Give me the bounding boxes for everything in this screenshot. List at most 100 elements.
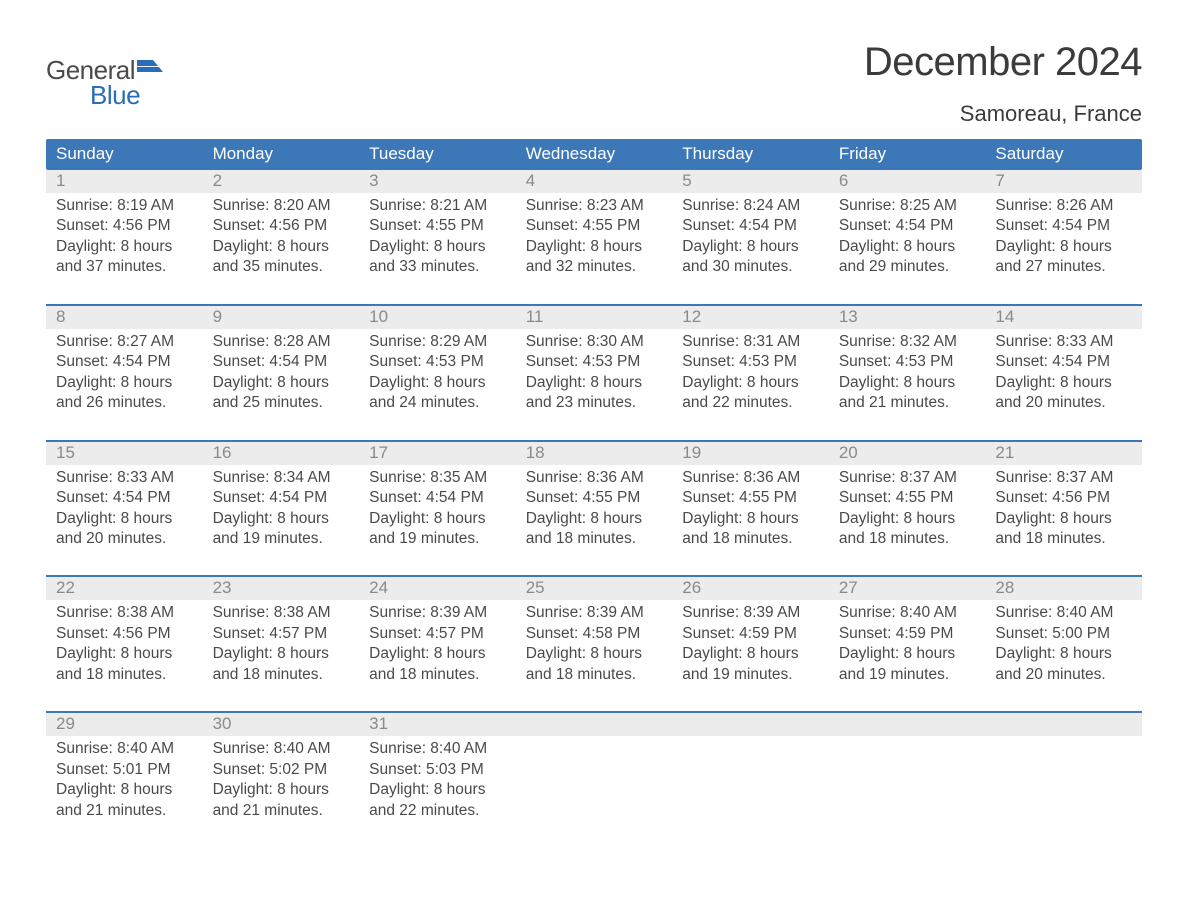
day-number-row: 293031	[46, 711, 1142, 736]
day-number-row: 15161718192021	[46, 440, 1142, 465]
day-number: 20	[829, 442, 986, 465]
day-cell: Sunrise: 8:34 AMSunset: 4:54 PMDaylight:…	[203, 465, 360, 550]
daylight-line-2: and 27 minutes.	[995, 257, 1132, 277]
day-cell: Sunrise: 8:40 AMSunset: 5:03 PMDaylight:…	[359, 736, 516, 821]
daylight-line-2: and 22 minutes.	[369, 801, 506, 821]
day-cell: Sunrise: 8:36 AMSunset: 4:55 PMDaylight:…	[516, 465, 673, 550]
sunset-line: Sunset: 4:54 PM	[56, 352, 193, 372]
day-cell: Sunrise: 8:37 AMSunset: 4:55 PMDaylight:…	[829, 465, 986, 550]
sunrise-line: Sunrise: 8:38 AM	[213, 603, 350, 623]
daylight-line-2: and 19 minutes.	[369, 529, 506, 549]
day-cell: Sunrise: 8:23 AMSunset: 4:55 PMDaylight:…	[516, 193, 673, 278]
day-number: 29	[46, 713, 203, 736]
sunset-line: Sunset: 5:03 PM	[369, 760, 506, 780]
daylight-line-2: and 20 minutes.	[995, 393, 1132, 413]
daylight-line-2: and 21 minutes.	[213, 801, 350, 821]
daylight-line-1: Daylight: 8 hours	[995, 237, 1132, 257]
day-number: 10	[359, 306, 516, 329]
sunrise-line: Sunrise: 8:26 AM	[995, 196, 1132, 216]
day-number: 27	[829, 577, 986, 600]
sunrise-line: Sunrise: 8:20 AM	[213, 196, 350, 216]
daylight-line-2: and 29 minutes.	[839, 257, 976, 277]
day-number: 4	[516, 170, 673, 193]
sunset-line: Sunset: 4:59 PM	[839, 624, 976, 644]
day-cell: Sunrise: 8:38 AMSunset: 4:57 PMDaylight:…	[203, 600, 360, 685]
daylight-line-1: Daylight: 8 hours	[682, 237, 819, 257]
day-cell: Sunrise: 8:40 AMSunset: 5:02 PMDaylight:…	[203, 736, 360, 821]
day-number-row: 22232425262728	[46, 575, 1142, 600]
day-number: 26	[672, 577, 829, 600]
sunset-line: Sunset: 4:57 PM	[213, 624, 350, 644]
daylight-line-1: Daylight: 8 hours	[213, 644, 350, 664]
daylight-line-2: and 37 minutes.	[56, 257, 193, 277]
daylight-line-1: Daylight: 8 hours	[369, 780, 506, 800]
sunrise-line: Sunrise: 8:34 AM	[213, 468, 350, 488]
sunrise-line: Sunrise: 8:38 AM	[56, 603, 193, 623]
sunrise-line: Sunrise: 8:35 AM	[369, 468, 506, 488]
daylight-line-1: Daylight: 8 hours	[369, 509, 506, 529]
sunrise-line: Sunrise: 8:36 AM	[682, 468, 819, 488]
daylight-line-2: and 18 minutes.	[369, 665, 506, 685]
day-cell	[985, 736, 1142, 821]
sunset-line: Sunset: 4:56 PM	[56, 216, 193, 236]
dow-friday: Friday	[829, 139, 986, 170]
day-number: 9	[203, 306, 360, 329]
day-number: 17	[359, 442, 516, 465]
header: General Blue December 2024 Samoreau, Fra…	[46, 40, 1142, 127]
day-cell: Sunrise: 8:39 AMSunset: 4:58 PMDaylight:…	[516, 600, 673, 685]
day-number	[829, 713, 986, 736]
sunrise-line: Sunrise: 8:40 AM	[995, 603, 1132, 623]
sunrise-line: Sunrise: 8:36 AM	[526, 468, 663, 488]
location-label: Samoreau, France	[864, 101, 1142, 127]
daylight-line-2: and 35 minutes.	[213, 257, 350, 277]
daylight-line-2: and 30 minutes.	[682, 257, 819, 277]
daylight-line-2: and 19 minutes.	[839, 665, 976, 685]
daylight-line-2: and 20 minutes.	[995, 665, 1132, 685]
sunset-line: Sunset: 5:01 PM	[56, 760, 193, 780]
daylight-line-1: Daylight: 8 hours	[369, 644, 506, 664]
logo-text: General Blue	[46, 58, 163, 107]
day-cell: Sunrise: 8:30 AMSunset: 4:53 PMDaylight:…	[516, 329, 673, 414]
daylight-line-1: Daylight: 8 hours	[682, 509, 819, 529]
daylight-line-2: and 21 minutes.	[56, 801, 193, 821]
dow-saturday: Saturday	[985, 139, 1142, 170]
day-number: 30	[203, 713, 360, 736]
day-cell: Sunrise: 8:27 AMSunset: 4:54 PMDaylight:…	[46, 329, 203, 414]
day-cell: Sunrise: 8:37 AMSunset: 4:56 PMDaylight:…	[985, 465, 1142, 550]
sunset-line: Sunset: 4:54 PM	[56, 488, 193, 508]
sunset-line: Sunset: 4:56 PM	[995, 488, 1132, 508]
logo-blue-text: Blue	[90, 83, 163, 108]
day-number: 6	[829, 170, 986, 193]
sunset-line: Sunset: 4:53 PM	[369, 352, 506, 372]
flag-icon	[137, 60, 163, 80]
daylight-line-1: Daylight: 8 hours	[213, 780, 350, 800]
sunrise-line: Sunrise: 8:30 AM	[526, 332, 663, 352]
dow-tuesday: Tuesday	[359, 139, 516, 170]
sunset-line: Sunset: 4:54 PM	[369, 488, 506, 508]
daylight-line-2: and 18 minutes.	[213, 665, 350, 685]
day-number: 2	[203, 170, 360, 193]
sunrise-line: Sunrise: 8:19 AM	[56, 196, 193, 216]
day-cell: Sunrise: 8:32 AMSunset: 4:53 PMDaylight:…	[829, 329, 986, 414]
daylight-line-2: and 24 minutes.	[369, 393, 506, 413]
week-row: 1234567Sunrise: 8:19 AMSunset: 4:56 PMDa…	[46, 170, 1142, 304]
daylight-line-1: Daylight: 8 hours	[682, 644, 819, 664]
daylight-line-1: Daylight: 8 hours	[526, 509, 663, 529]
daylight-line-1: Daylight: 8 hours	[56, 373, 193, 393]
sunset-line: Sunset: 4:56 PM	[56, 624, 193, 644]
daylight-line-2: and 19 minutes.	[213, 529, 350, 549]
day-cell: Sunrise: 8:36 AMSunset: 4:55 PMDaylight:…	[672, 465, 829, 550]
daylight-line-2: and 22 minutes.	[682, 393, 819, 413]
day-cell: Sunrise: 8:21 AMSunset: 4:55 PMDaylight:…	[359, 193, 516, 278]
daylight-line-1: Daylight: 8 hours	[369, 373, 506, 393]
daylight-line-1: Daylight: 8 hours	[56, 509, 193, 529]
days-of-week-header: Sunday Monday Tuesday Wednesday Thursday…	[46, 139, 1142, 170]
sunrise-line: Sunrise: 8:40 AM	[839, 603, 976, 623]
day-cell: Sunrise: 8:20 AMSunset: 4:56 PMDaylight:…	[203, 193, 360, 278]
daylight-line-2: and 19 minutes.	[682, 665, 819, 685]
week-row: 22232425262728Sunrise: 8:38 AMSunset: 4:…	[46, 575, 1142, 711]
day-number: 1	[46, 170, 203, 193]
sunrise-line: Sunrise: 8:32 AM	[839, 332, 976, 352]
day-number: 28	[985, 577, 1142, 600]
sunrise-line: Sunrise: 8:40 AM	[213, 739, 350, 759]
